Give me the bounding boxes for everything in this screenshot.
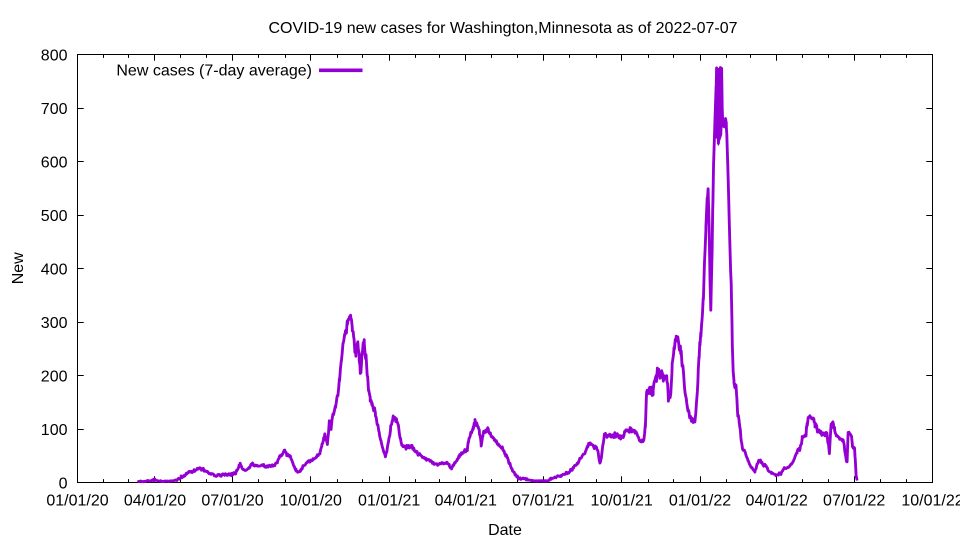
svg-text:New: New [10,252,27,284]
svg-text:10/01/21: 10/01/21 [591,492,653,509]
svg-text:COVID-19 new cases for Washing: COVID-19 new cases for Washington,Minnes… [269,20,738,37]
svg-text:200: 200 [41,369,68,386]
svg-text:01/01/22: 01/01/22 [669,492,731,509]
svg-text:Date: Date [488,522,522,539]
svg-text:01/01/21: 01/01/21 [358,492,420,509]
svg-text:500: 500 [41,208,68,225]
svg-text:0: 0 [59,476,68,493]
svg-text:04/01/22: 04/01/22 [746,492,808,509]
svg-text:07/01/20: 07/01/20 [201,492,263,509]
svg-text:New cases (7-day average): New cases (7-day average) [116,63,312,80]
svg-text:400: 400 [41,262,68,279]
svg-text:700: 700 [41,101,68,118]
svg-text:10/01/20: 10/01/20 [280,492,342,509]
svg-text:600: 600 [41,155,68,172]
svg-text:01/01/20: 01/01/20 [46,492,108,509]
svg-text:300: 300 [41,315,68,332]
svg-text:100: 100 [41,422,68,439]
svg-text:10/01/22: 10/01/22 [901,492,960,509]
svg-text:07/01/22: 07/01/22 [823,492,885,509]
svg-text:04/01/20: 04/01/20 [124,492,186,509]
svg-text:800: 800 [41,48,68,65]
svg-text:04/01/21: 04/01/21 [435,492,497,509]
svg-text:07/01/21: 07/01/21 [512,492,574,509]
